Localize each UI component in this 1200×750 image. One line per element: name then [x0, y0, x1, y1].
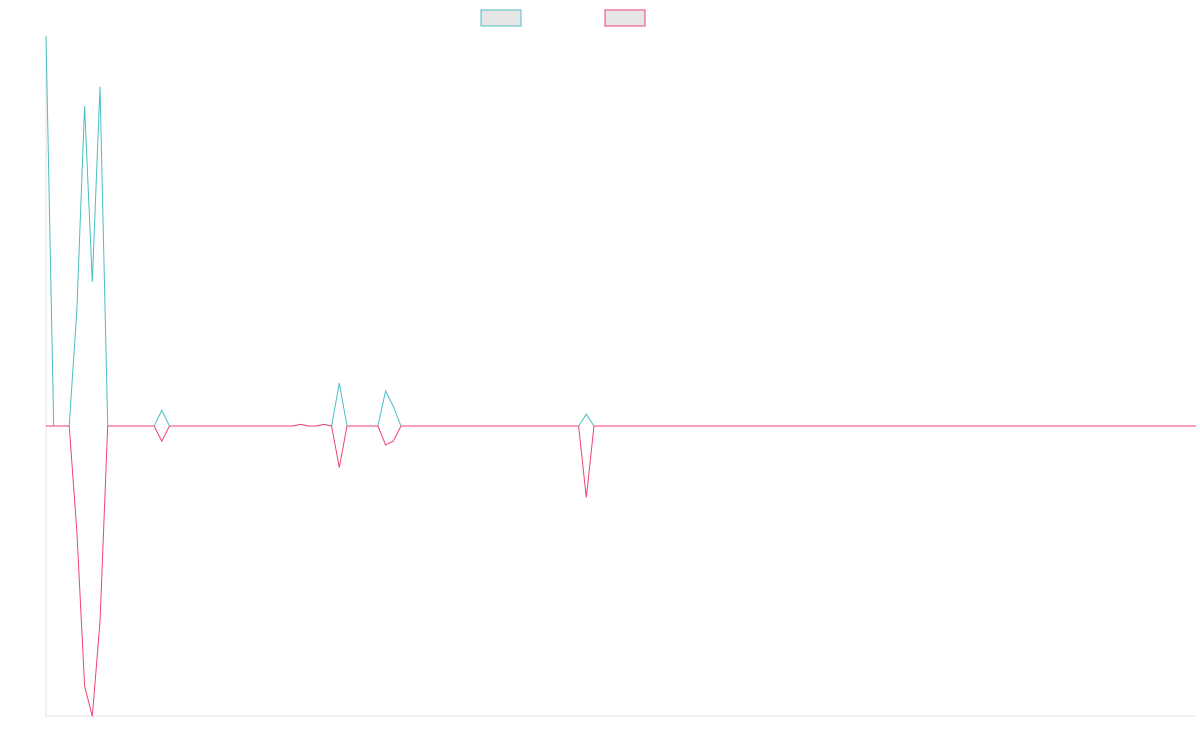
plot-area — [45, 35, 1196, 717]
series-layer — [45, 35, 1196, 717]
series-line-2[interactable] — [46, 423, 1196, 717]
series-line-1[interactable] — [45, 35, 1196, 427]
legend-swatch-series-2[interactable] — [604, 9, 646, 27]
legend-swatch-series-1[interactable] — [480, 9, 522, 27]
legend — [480, 9, 646, 27]
